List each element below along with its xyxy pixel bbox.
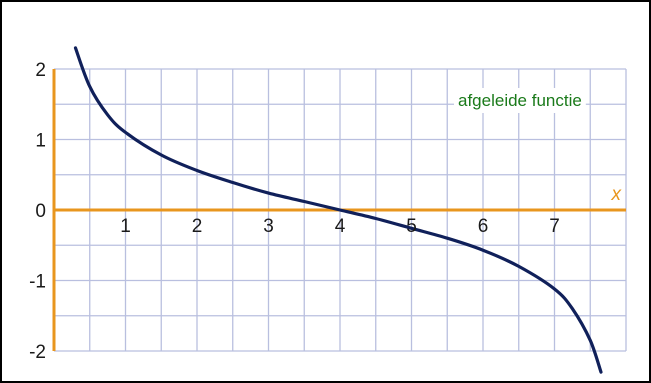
x-tick-label: 4 <box>335 216 346 237</box>
y-tick-label: 1 <box>35 131 46 152</box>
x-axis-title: x <box>611 184 623 205</box>
y-tick-label: -1 <box>29 272 46 293</box>
x-tick-label: 1 <box>120 216 131 237</box>
x-tick-label: 6 <box>478 216 489 237</box>
annotation-background <box>454 88 586 113</box>
x-tick-label: 3 <box>263 216 274 237</box>
x-tick-label: 5 <box>406 216 417 237</box>
chart-annotation: afgeleide functie <box>458 91 582 110</box>
x-tick-label: 2 <box>192 216 203 237</box>
x-tick-labels: 1 2 3 4 5 6 7 <box>120 216 560 237</box>
x-tick-label: 7 <box>549 216 560 237</box>
y-tick-label: 0 <box>35 201 46 222</box>
y-tick-label: 2 <box>35 60 46 81</box>
series-line-derivative <box>73 46 603 374</box>
y-tick-label: -2 <box>29 342 46 363</box>
y-tick-labels: 2 1 0 -1 -2 <box>29 60 46 363</box>
